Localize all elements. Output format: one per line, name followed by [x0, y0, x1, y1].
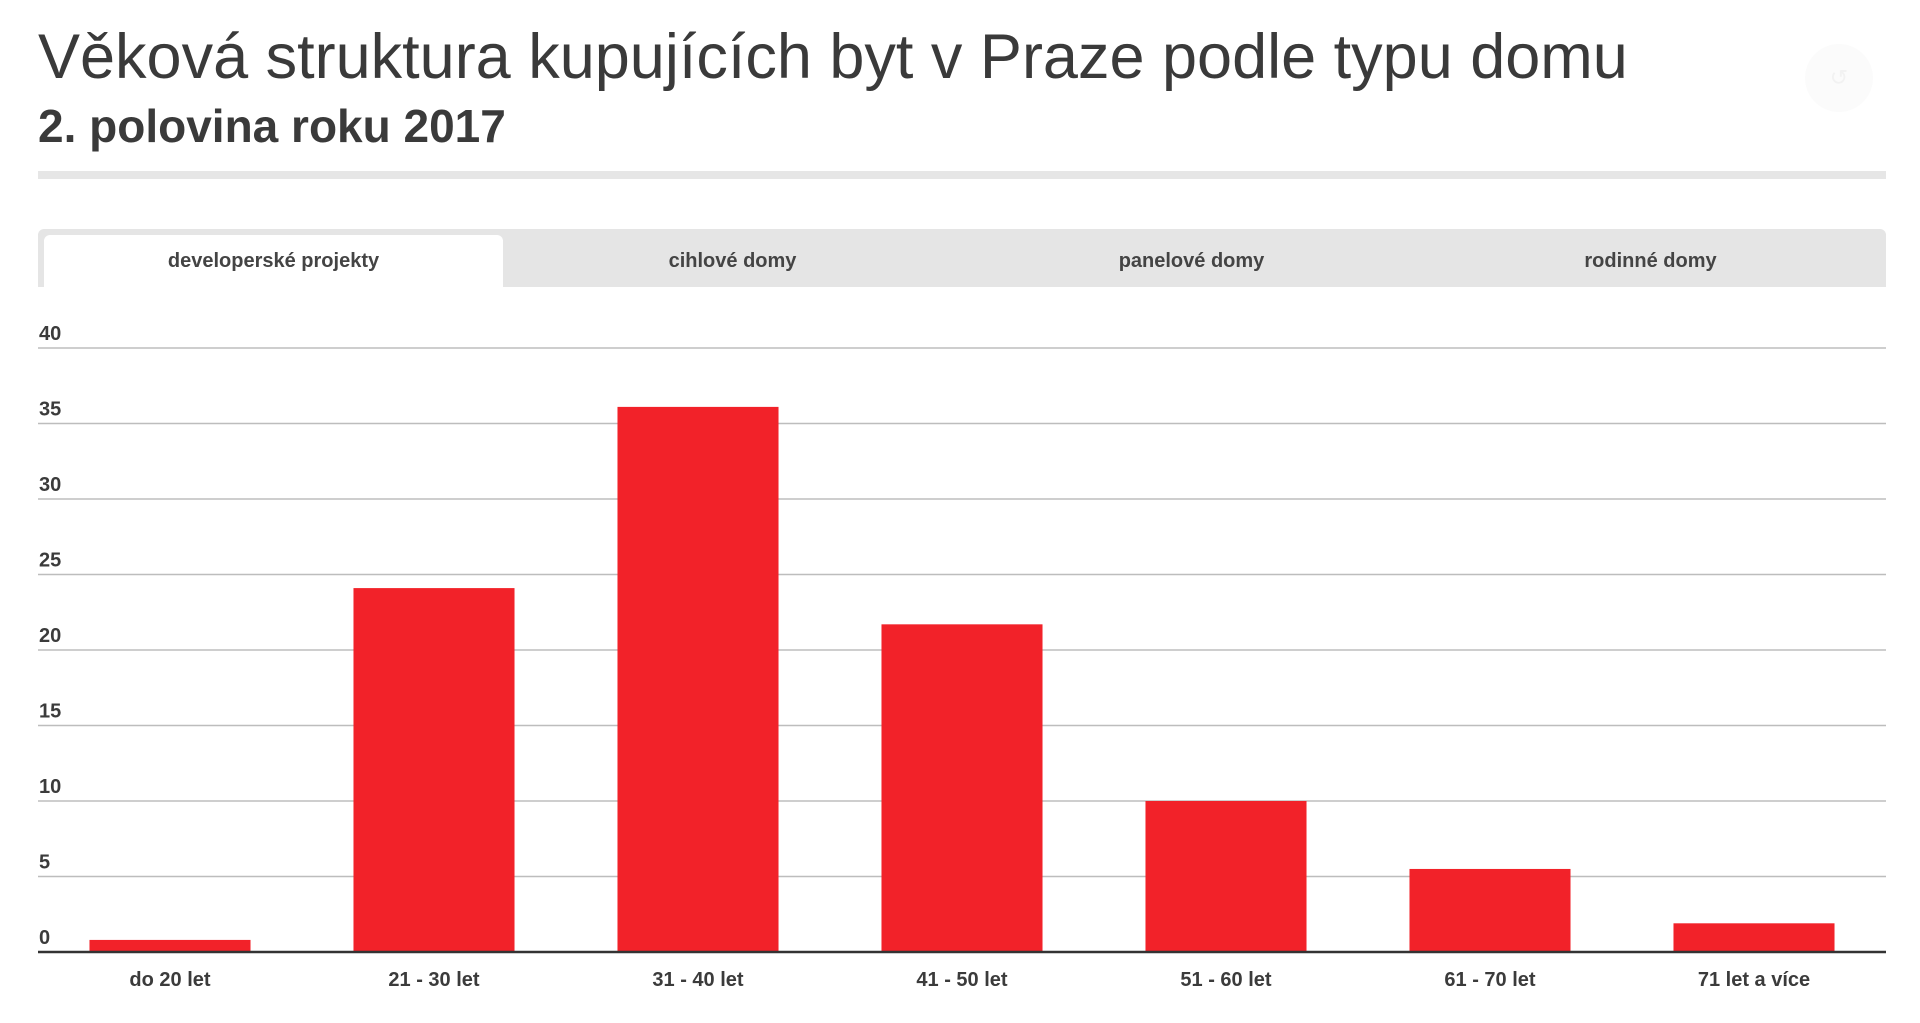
bar-1 — [89, 939, 251, 952]
y-tick-label: 20 — [39, 625, 61, 647]
bar-2 — [353, 588, 515, 952]
bar-6 — [1409, 868, 1571, 952]
x-tick-label: 71 let a více — [1698, 969, 1810, 991]
chart-title: Věková struktura kupujících byt v Praze … — [38, 22, 1628, 92]
y-tick-label: 35 — [39, 399, 61, 421]
x-tick-label: 51 - 60 let — [1180, 969, 1272, 991]
x-tick-label: 61 - 70 let — [1444, 969, 1536, 991]
y-tick-label: 5 — [39, 852, 50, 874]
tab-cihlove-domy[interactable]: cihlové domy — [668, 249, 797, 272]
y-tick-label: 30 — [39, 474, 61, 496]
x-tick-label: do 20 let — [129, 969, 210, 991]
y-tick-label: 10 — [39, 776, 61, 798]
bar-7 — [1673, 923, 1835, 952]
tab-developerske-projekty[interactable]: developerské projekty — [44, 235, 503, 287]
y-tick-label: 15 — [39, 701, 61, 723]
bar-5 — [1145, 801, 1307, 952]
header-divider — [38, 171, 1886, 179]
tab-rodinne-domy[interactable]: rodinné domy — [1584, 249, 1717, 272]
y-tick-label: 40 — [39, 323, 61, 345]
tab-bar: developerské projekty cihlové domy panel… — [38, 229, 1886, 287]
tab-panelove-domy[interactable]: panelové domy — [1118, 249, 1265, 272]
y-tick-label: 25 — [39, 550, 61, 572]
chart-subtitle: 2. polovina roku 2017 — [38, 100, 506, 152]
x-tick-label: 31 - 40 let — [652, 969, 744, 991]
bar-4 — [881, 624, 1043, 952]
y-tick-label: 0 — [39, 927, 50, 949]
share-icon[interactable]: ↺ — [1805, 44, 1873, 112]
bar-3 — [617, 406, 779, 952]
x-tick-label: 21 - 30 let — [388, 969, 480, 991]
x-tick-label: 41 - 50 let — [916, 969, 1008, 991]
